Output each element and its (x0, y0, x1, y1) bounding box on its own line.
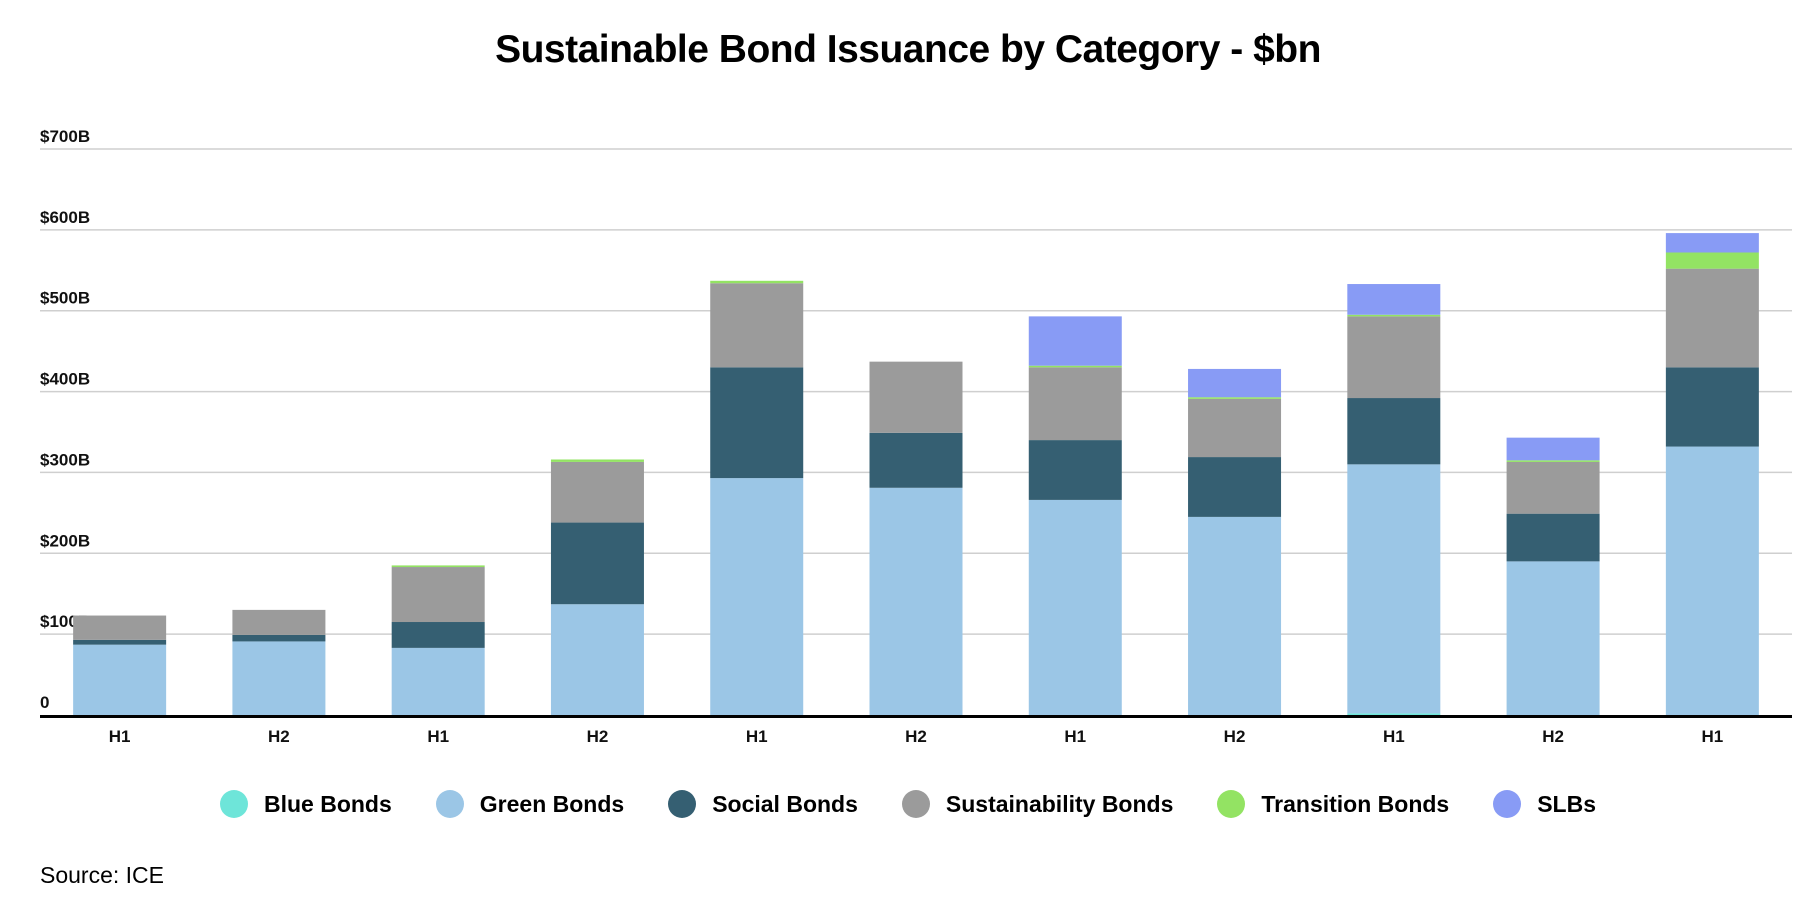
bar-segment (1347, 713, 1441, 715)
bar-segment (1028, 440, 1122, 500)
bar-segment (232, 609, 326, 635)
x-tick-label: H1 (109, 727, 131, 746)
bar-segment (1028, 365, 1122, 368)
bar-segment (1347, 284, 1441, 315)
bar-segment (1506, 437, 1600, 461)
bar-segment (1347, 398, 1441, 465)
bar-segment (710, 367, 804, 479)
bar-segment (550, 459, 644, 462)
bar-segment (73, 639, 167, 645)
legend-swatch (1493, 790, 1522, 818)
legend-item: Green Bonds (435, 790, 625, 818)
legend-swatch (901, 790, 930, 818)
x-tick-label: H2 (587, 727, 609, 746)
bar-segment (1028, 316, 1122, 366)
legend-label: Social Bonds (712, 790, 858, 817)
bar-segment (232, 641, 326, 715)
legend-swatch (668, 790, 697, 818)
bar-segment (1665, 233, 1759, 253)
bar-segment (1188, 368, 1282, 398)
bar-segment (1665, 252, 1759, 269)
bar-segment (391, 647, 485, 715)
bar-segment (1028, 367, 1122, 441)
bar-segment (710, 478, 804, 715)
bar-segment (1028, 499, 1122, 715)
bar-segment (1665, 268, 1759, 368)
legend-swatch (219, 790, 248, 818)
y-tick-label: $700B (40, 127, 90, 146)
bar-segment (1347, 316, 1441, 399)
x-tick-label: H2 (1224, 727, 1246, 746)
legend-item: Blue Bonds (219, 790, 392, 818)
y-tick-label: 0 (40, 693, 49, 712)
y-tick-label: $600B (40, 208, 90, 227)
legend-label: Blue Bonds (263, 790, 392, 817)
bar-segment (391, 565, 485, 568)
bar-segment (391, 622, 485, 648)
chart-legend: Blue Bonds Green Bonds Social Bonds Sustain… (0, 790, 1816, 818)
bar-segment (1665, 367, 1759, 447)
bar-segment (869, 487, 963, 715)
x-tick-label: H2 (905, 727, 927, 746)
bar-segment (1188, 397, 1282, 399)
chart-title: Sustainable Bond Issuance by Category - … (495, 28, 1321, 71)
bar-segment (1188, 516, 1282, 715)
bar-segment (1506, 460, 1600, 462)
x-tick-label: H1 (427, 727, 449, 746)
bar-segment (710, 283, 804, 368)
y-tick-label: $300B (40, 450, 90, 469)
bar-segment (1347, 314, 1441, 317)
bar-segment (1665, 446, 1759, 715)
legend-label: SLBs (1537, 790, 1597, 817)
bar-segment (1188, 398, 1282, 458)
x-tick-label: H1 (1064, 727, 1086, 746)
bar-segment (232, 634, 326, 642)
source-note: Source: ICE (40, 862, 164, 888)
y-tick-label: $200B (40, 531, 90, 550)
legend-swatch (435, 790, 464, 818)
bar-segment (391, 567, 485, 623)
bar-segment (869, 361, 963, 433)
bar-segment (1188, 457, 1282, 517)
x-tick-label: H1 (1383, 727, 1405, 746)
x-tick-label: H1 (746, 727, 768, 746)
x-tick-label: H2 (1542, 727, 1564, 746)
bar-segment (869, 432, 963, 488)
legend-item: SLBs (1493, 790, 1596, 818)
legend-label: Sustainability Bonds (945, 790, 1174, 817)
legend-label: Transition Bonds (1261, 790, 1450, 817)
bar-segment (550, 604, 644, 715)
bar-segment (550, 522, 644, 605)
legend-item: Transition Bonds (1217, 790, 1449, 818)
x-tick-label: H1 (1701, 727, 1723, 746)
legend-item: Social Bonds (668, 790, 858, 818)
legend-label: Green Bonds (479, 790, 625, 817)
bar-segment (1506, 561, 1600, 715)
bar-segment (73, 644, 167, 715)
bar-segment (1347, 464, 1441, 714)
bar-segment (550, 461, 644, 523)
bar-segment (73, 615, 167, 640)
y-tick-label: $400B (40, 370, 90, 389)
legend-item: Sustainability Bonds (901, 790, 1174, 818)
legend-swatch (1217, 790, 1246, 818)
x-tick-label: H2 (268, 727, 290, 746)
bar-segment (1506, 513, 1600, 562)
bar-segment (1506, 461, 1600, 514)
y-tick-label: $500B (40, 289, 90, 308)
bar-segment (710, 280, 804, 284)
